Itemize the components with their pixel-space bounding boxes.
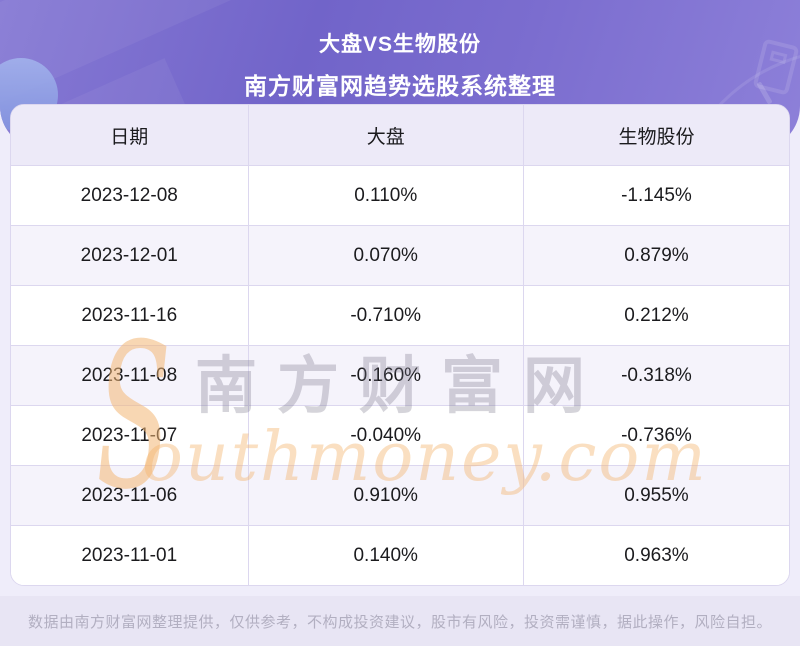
disclaimer-text: 数据由南方财富网整理提供，仅供参考，不构成投资建议，股市有风险，投资需谨慎，据此… bbox=[27, 613, 772, 631]
market-cell: -0.160% bbox=[247, 345, 523, 405]
stock-cell: 0.963% bbox=[522, 525, 789, 585]
page-title: 大盘VS生物股份 bbox=[318, 33, 481, 56]
market-cell: 0.140% bbox=[247, 525, 523, 585]
date-cell: 2023-11-01 bbox=[11, 525, 248, 585]
stock-cell: -1.145% bbox=[522, 165, 789, 225]
date-cell: 2023-11-07 bbox=[11, 405, 248, 465]
table-row: 2023-12-01 0.070% 0.879% bbox=[11, 225, 789, 285]
page-subtitle: 南方财富网趋势选股系统整理 bbox=[244, 73, 556, 99]
column-header-market: 大盘 bbox=[247, 105, 523, 165]
table-row: 2023-11-01 0.140% 0.963% bbox=[11, 525, 789, 585]
stock-cell: -0.318% bbox=[522, 345, 789, 405]
date-cell: 2023-12-01 bbox=[11, 225, 248, 285]
banner-titles: 大盘VS生物股份 南方财富网趋势选股系统整理 bbox=[0, 0, 800, 101]
market-cell: 0.070% bbox=[247, 225, 523, 285]
stock-cell: 0.955% bbox=[522, 465, 789, 525]
date-cell: 2023-11-16 bbox=[11, 285, 248, 345]
speedometer-gauge-icon bbox=[640, 20, 800, 150]
stock-cell: 0.212% bbox=[522, 285, 789, 345]
table-row: 2023-11-07 -0.040% -0.736% bbox=[11, 405, 789, 465]
table-row: 2023-11-06 0.910% 0.955% bbox=[11, 465, 789, 525]
stock-cell: -0.736% bbox=[522, 405, 789, 465]
table-header-row: 日期 大盘 生物股份 bbox=[11, 105, 789, 165]
table-row: 2023-12-08 0.110% -1.145% bbox=[11, 165, 789, 225]
date-cell: 2023-12-08 bbox=[11, 165, 248, 225]
market-cell: -0.710% bbox=[247, 285, 523, 345]
stock-cell: 0.879% bbox=[522, 225, 789, 285]
comparison-table: 日期 大盘 生物股份 2023-12-08 0.110% -1.145% 202… bbox=[11, 105, 789, 585]
market-cell: -0.040% bbox=[247, 405, 523, 465]
market-cell: 0.110% bbox=[247, 165, 523, 225]
date-cell: 2023-11-08 bbox=[11, 345, 248, 405]
column-header-stock: 生物股份 bbox=[522, 105, 789, 165]
date-cell: 2023-11-06 bbox=[11, 465, 248, 525]
data-table-panel: 日期 大盘 生物股份 2023-12-08 0.110% -1.145% 202… bbox=[10, 104, 790, 586]
column-header-date: 日期 bbox=[11, 105, 248, 165]
disclaimer-bar: 数据由南方财富网整理提供，仅供参考，不构成投资建议，股市有风险，投资需谨慎，据此… bbox=[0, 596, 800, 646]
market-cell: 0.910% bbox=[247, 465, 523, 525]
table-row: 2023-11-16 -0.710% 0.212% bbox=[11, 285, 789, 345]
table-row: 2023-11-08 -0.160% -0.318% bbox=[11, 345, 789, 405]
